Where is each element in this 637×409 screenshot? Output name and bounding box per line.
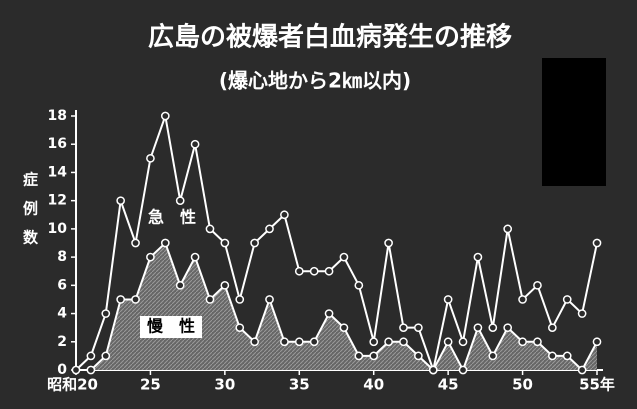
point — [160, 238, 170, 248]
y-axis-label: 症例数 — [21, 171, 39, 259]
point — [339, 323, 349, 333]
x-tick-label: 55年 — [579, 376, 615, 394]
y-tick-label: 2 — [57, 334, 67, 350]
point — [428, 365, 438, 375]
point — [205, 224, 215, 234]
point — [71, 365, 81, 375]
point — [324, 309, 334, 318]
point — [503, 224, 513, 234]
point — [86, 351, 96, 361]
point — [205, 295, 215, 304]
x-tick-label: 40 — [363, 376, 384, 394]
point — [131, 238, 140, 248]
point — [577, 309, 587, 318]
point — [577, 365, 587, 375]
point — [265, 224, 274, 234]
point — [339, 252, 349, 262]
point — [265, 295, 274, 304]
point — [294, 266, 304, 276]
point — [190, 139, 200, 149]
point — [309, 337, 319, 347]
point — [86, 365, 96, 375]
point — [220, 280, 230, 290]
point — [503, 323, 513, 333]
point — [116, 295, 126, 304]
point — [354, 351, 364, 361]
y-tick-label: 0 — [57, 362, 67, 378]
point — [101, 309, 111, 318]
point — [399, 323, 408, 333]
point — [414, 323, 423, 333]
y-tick-label: 6 — [57, 277, 67, 293]
label-box — [140, 316, 202, 338]
point — [533, 280, 542, 290]
point — [324, 266, 334, 276]
point — [250, 238, 259, 248]
area — [90, 243, 597, 370]
point — [369, 337, 379, 347]
point — [220, 238, 230, 248]
x-tick-label: 昭和20 — [47, 376, 98, 394]
point — [280, 337, 289, 347]
x-tick-label: 35 — [289, 376, 310, 394]
x-tick-label: 50 — [512, 376, 533, 394]
y-tick-label: 4 — [57, 306, 67, 322]
x-tick-label: 30 — [214, 376, 235, 394]
point — [518, 295, 527, 304]
y-tick-label: 16 — [48, 136, 67, 152]
point — [547, 323, 557, 333]
point — [518, 337, 527, 347]
point — [488, 351, 498, 361]
point — [562, 295, 572, 304]
y-tick-label: 18 — [48, 108, 67, 124]
point — [369, 351, 379, 361]
redaction-box — [542, 58, 606, 186]
point — [309, 266, 319, 276]
point — [354, 280, 364, 290]
y-tick-label: 12 — [48, 193, 67, 209]
point — [280, 210, 289, 220]
point — [533, 337, 542, 347]
chart-title: 広島の被爆者白血病発生の推移 — [148, 22, 512, 53]
point — [235, 295, 245, 304]
point — [175, 280, 185, 290]
point — [473, 252, 483, 262]
y-axis-label-text: 症例数 — [21, 171, 39, 259]
point — [160, 111, 170, 121]
point — [384, 337, 393, 347]
point — [458, 365, 468, 375]
point — [294, 337, 304, 347]
point — [235, 323, 245, 333]
point — [190, 252, 200, 262]
point — [414, 351, 423, 361]
point — [458, 337, 468, 347]
point — [131, 295, 140, 304]
point — [101, 351, 111, 361]
point — [399, 337, 408, 347]
point — [488, 323, 498, 333]
y-tick-label: 8 — [57, 249, 67, 265]
point — [592, 238, 602, 248]
series-label: 急 性 — [148, 208, 196, 227]
y-tick-label: 10 — [48, 221, 68, 237]
chart-subtitle: (爆心地から2㎞以内) — [219, 69, 411, 93]
point — [175, 196, 185, 206]
point — [547, 351, 557, 361]
point — [443, 337, 453, 347]
point — [146, 252, 155, 262]
y-tick-label: 14 — [48, 164, 68, 180]
point — [116, 196, 126, 206]
line — [75, 112, 598, 374]
point — [146, 153, 155, 163]
x-tick-label: 25 — [140, 376, 161, 394]
series-label: 慢 性 — [147, 317, 195, 336]
x-tick-label: 45 — [438, 376, 459, 394]
point — [250, 337, 259, 347]
point — [473, 323, 483, 333]
point — [592, 337, 602, 347]
point — [443, 295, 453, 304]
point — [384, 238, 393, 248]
point — [562, 351, 572, 361]
